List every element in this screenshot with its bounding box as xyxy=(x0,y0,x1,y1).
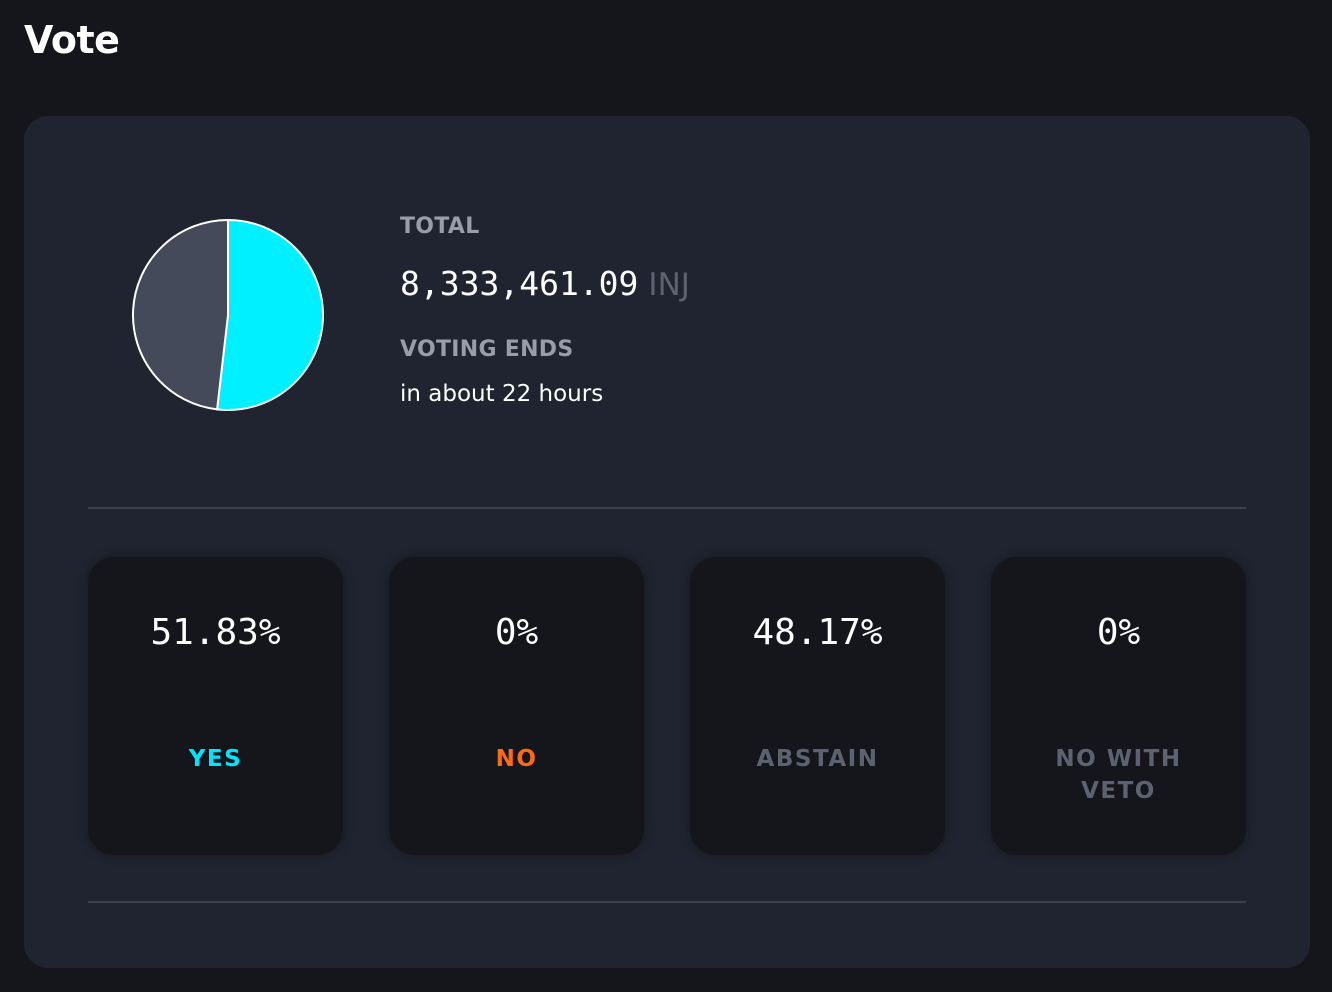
vote-pie-svg xyxy=(132,218,324,411)
divider xyxy=(88,901,1246,903)
vote-option-label: NO WITH VETO xyxy=(1055,746,1182,804)
vote-summary: TOTAL 8,333,461.09 INJ VOTING ENDS in ab… xyxy=(400,212,690,409)
vote-option-abstain[interactable]: 48.17% ABSTAIN xyxy=(690,557,945,855)
vote-option-percent: 51.83% xyxy=(150,612,281,653)
total-unit: INJ xyxy=(648,267,690,303)
vote-pie-chart xyxy=(131,218,325,412)
vote-option-percent: 48.17% xyxy=(752,612,883,653)
vote-option-percent: 0% xyxy=(494,612,539,653)
vote-option-label: NO xyxy=(495,746,538,772)
vote-option-no[interactable]: 0% NO xyxy=(389,557,644,855)
voting-ends-value: in about 22 hours xyxy=(400,381,604,407)
vote-option-yes[interactable]: 51.83% YES xyxy=(88,557,343,855)
vote-option-no-with-veto[interactable]: 0% NO WITH VETO xyxy=(991,557,1246,855)
vote-panel: TOTAL 8,333,461.09 INJ VOTING ENDS in ab… xyxy=(24,116,1310,968)
vote-option-percent: 0% xyxy=(1096,612,1141,653)
pie-slice-abstain xyxy=(132,218,229,411)
page-title: Vote xyxy=(24,18,120,62)
total-value: 8,333,461.09 xyxy=(400,264,639,303)
vote-options: 51.83% YES 0% NO 48.17% ABSTAIN 0% NO WI… xyxy=(88,557,1246,855)
divider xyxy=(88,507,1246,509)
total-row: 8,333,461.09 INJ xyxy=(400,264,690,305)
vote-option-label: YES xyxy=(188,746,243,772)
total-label: TOTAL xyxy=(400,214,480,239)
voting-ends-label: VOTING ENDS xyxy=(400,337,574,362)
vote-option-label: ABSTAIN xyxy=(756,746,879,772)
pie-slice-yes xyxy=(215,218,324,411)
